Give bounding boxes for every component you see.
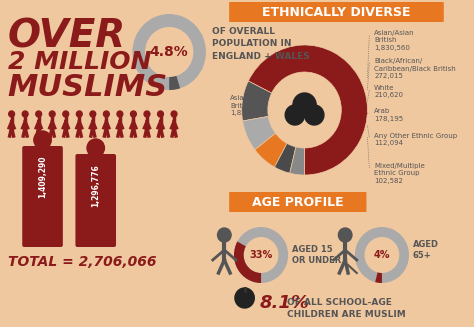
Circle shape	[9, 111, 15, 117]
Circle shape	[305, 105, 324, 125]
Circle shape	[63, 111, 69, 117]
Circle shape	[22, 111, 28, 117]
Circle shape	[338, 228, 352, 242]
Circle shape	[90, 111, 96, 117]
Wedge shape	[242, 81, 272, 121]
Text: OF ALL SCHOOL-AGE
CHILDREN ARE MUSLIM: OF ALL SCHOOL-AGE CHILDREN ARE MUSLIM	[287, 298, 406, 319]
Text: Arab
178,195: Arab 178,195	[374, 108, 403, 122]
Circle shape	[218, 228, 231, 242]
Text: ETHNICALLY DIVERSE: ETHNICALLY DIVERSE	[262, 6, 411, 19]
Text: 4%: 4%	[374, 250, 390, 260]
FancyBboxPatch shape	[22, 146, 63, 247]
Text: Asian/Asian
British
1,830,560: Asian/Asian British 1,830,560	[374, 30, 415, 51]
Text: 1,296,776: 1,296,776	[91, 164, 100, 207]
Circle shape	[235, 288, 254, 308]
FancyBboxPatch shape	[229, 2, 444, 22]
Circle shape	[76, 111, 82, 117]
Circle shape	[103, 111, 109, 117]
Circle shape	[117, 111, 123, 117]
Wedge shape	[234, 227, 288, 283]
Circle shape	[87, 139, 104, 157]
FancyBboxPatch shape	[229, 192, 366, 212]
FancyBboxPatch shape	[75, 154, 116, 247]
Text: TOTAL = 2,706,066: TOTAL = 2,706,066	[8, 255, 156, 269]
Text: MUSLIMS: MUSLIMS	[8, 73, 168, 102]
Text: 2 MILLION: 2 MILLION	[8, 50, 151, 74]
Circle shape	[293, 93, 316, 117]
Text: AGED 15
OR UNDER: AGED 15 OR UNDER	[292, 245, 341, 265]
Circle shape	[157, 111, 164, 117]
Circle shape	[36, 111, 42, 117]
Text: 33%: 33%	[249, 250, 273, 260]
Wedge shape	[290, 147, 305, 175]
Text: 8.1%: 8.1%	[260, 294, 310, 312]
Wedge shape	[248, 45, 367, 175]
Circle shape	[144, 111, 150, 117]
Text: White
210,620: White 210,620	[374, 85, 403, 98]
Circle shape	[34, 131, 51, 149]
Wedge shape	[169, 76, 180, 90]
Text: Mixed/Multiple
Ethnic Group
102,582: Mixed/Multiple Ethnic Group 102,582	[374, 163, 425, 184]
Circle shape	[171, 111, 177, 117]
Wedge shape	[255, 133, 287, 167]
Circle shape	[49, 111, 55, 117]
Text: Black/African/
Caribbean/Black British
272,015: Black/African/ Caribbean/Black British 2…	[374, 58, 456, 79]
Wedge shape	[355, 227, 409, 283]
Circle shape	[285, 105, 305, 125]
Wedge shape	[234, 242, 261, 283]
Wedge shape	[132, 14, 206, 90]
Wedge shape	[375, 272, 382, 283]
Text: OVER: OVER	[8, 18, 126, 56]
Text: 4.8%: 4.8%	[150, 45, 189, 59]
Text: Any Other Ethnic Group
112,094: Any Other Ethnic Group 112,094	[374, 133, 457, 146]
Wedge shape	[274, 143, 296, 173]
Text: OF OVERALL
POPULATION IN
ENGLAND + WALES: OF OVERALL POPULATION IN ENGLAND + WALES	[212, 27, 310, 61]
Circle shape	[130, 111, 137, 117]
Wedge shape	[243, 116, 275, 150]
Text: Asian/Asian
British
1,830,560: Asian/Asian British 1,830,560	[230, 95, 271, 116]
Text: AGED
65+: AGED 65+	[413, 240, 439, 260]
Text: AGE PROFILE: AGE PROFILE	[252, 196, 344, 209]
Text: 1,409,290: 1,409,290	[38, 156, 47, 198]
